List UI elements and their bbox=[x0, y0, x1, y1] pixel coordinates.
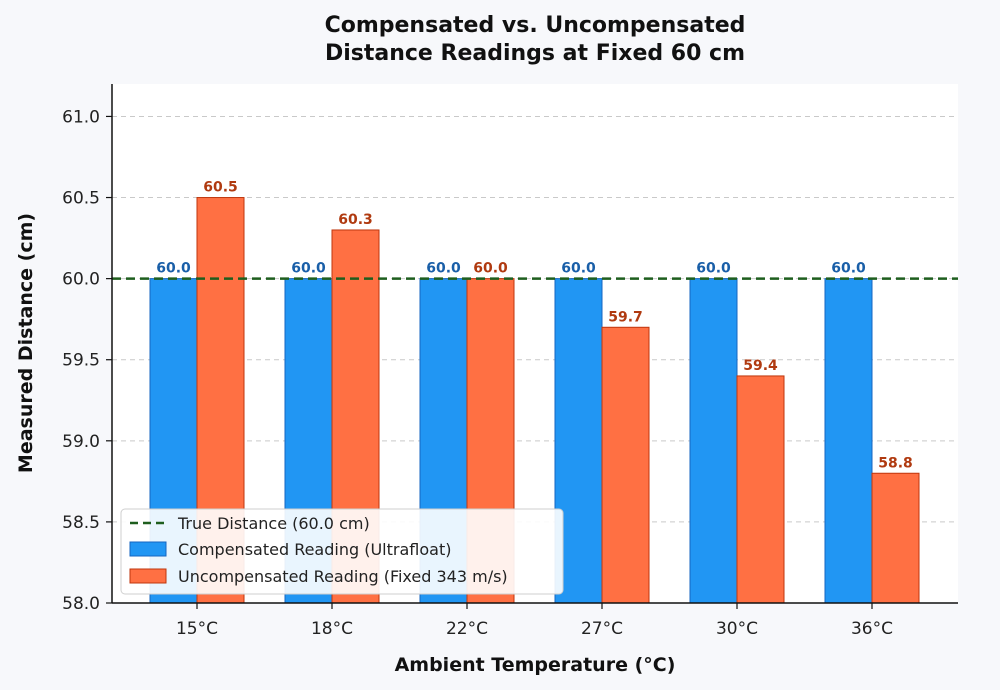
data-label-compensated: 60.0 bbox=[156, 261, 191, 277]
y-tick-label: 60.5 bbox=[62, 189, 100, 209]
data-label-compensated: 60.0 bbox=[426, 261, 461, 277]
bar-uncompensated bbox=[736, 375, 785, 604]
data-label-compensated: 60.0 bbox=[291, 261, 326, 277]
x-tick-label: 27°C bbox=[581, 619, 623, 639]
data-label-compensated: 60.0 bbox=[561, 261, 596, 277]
data-label-uncompensated: 58.8 bbox=[878, 455, 913, 471]
y-tick-label: 58.5 bbox=[62, 513, 100, 533]
legend-box bbox=[120, 508, 564, 595]
y-tick-label: 61.0 bbox=[62, 107, 100, 127]
chart-title-line-1: Compensated vs. Uncompensated bbox=[325, 13, 746, 38]
x-tick-label: 30°C bbox=[716, 619, 758, 639]
x-tick-label: 36°C bbox=[851, 619, 893, 639]
y-tick-label: 59.0 bbox=[62, 432, 100, 452]
y-ticks: 58.0 58.5 59.0 59.5 60.0 60.5 61.0 bbox=[62, 107, 112, 614]
data-label-uncompensated: 60.0 bbox=[473, 261, 508, 277]
data-label-uncompensated: 59.4 bbox=[743, 358, 778, 374]
legend-label-compensated: Compensated Reading (Ultrafloat) bbox=[178, 540, 451, 559]
y-axis-label: Measured Distance (cm) bbox=[15, 213, 37, 473]
legend-swatch-uncompensated bbox=[129, 568, 167, 584]
x-axis-label: Ambient Temperature (°C) bbox=[395, 654, 676, 676]
data-label-compensated: 60.0 bbox=[831, 261, 866, 277]
legend-label-uncompensated: Uncompensated Reading (Fixed 343 m/s) bbox=[178, 567, 508, 586]
chart-title-line-2: Distance Readings at Fixed 60 cm bbox=[325, 41, 745, 66]
legend-swatch-compensated bbox=[129, 541, 167, 557]
x-ticks: 15°C 18°C 22°C 27°C 30°C 36°C bbox=[176, 603, 893, 639]
axes bbox=[111, 84, 958, 604]
x-tick-label: 22°C bbox=[446, 619, 488, 639]
y-tick-label: 58.0 bbox=[62, 594, 100, 614]
data-label-uncompensated: 59.7 bbox=[608, 309, 643, 325]
bar-compensated bbox=[824, 278, 873, 604]
data-label-compensated: 60.0 bbox=[696, 261, 731, 277]
legend-label-true-distance: True Distance (60.0 cm) bbox=[177, 514, 370, 533]
data-labels: 60.0 60.0 60.0 60.0 60.0 60.0 60.5 60.3 60.0 59.7… bbox=[156, 180, 913, 472]
bar-uncompensated bbox=[871, 472, 920, 604]
legend: True Distance (60.0 cm) Compensated Read… bbox=[120, 508, 564, 595]
x-tick-label: 15°C bbox=[176, 619, 218, 639]
x-tick-label: 18°C bbox=[311, 619, 353, 639]
data-label-uncompensated: 60.3 bbox=[338, 212, 373, 228]
data-label-uncompensated: 60.5 bbox=[203, 180, 238, 196]
y-tick-label: 60.0 bbox=[62, 270, 100, 290]
bar-uncompensated bbox=[601, 326, 650, 604]
bar-compensated bbox=[689, 278, 738, 604]
y-tick-label: 59.5 bbox=[62, 351, 100, 371]
